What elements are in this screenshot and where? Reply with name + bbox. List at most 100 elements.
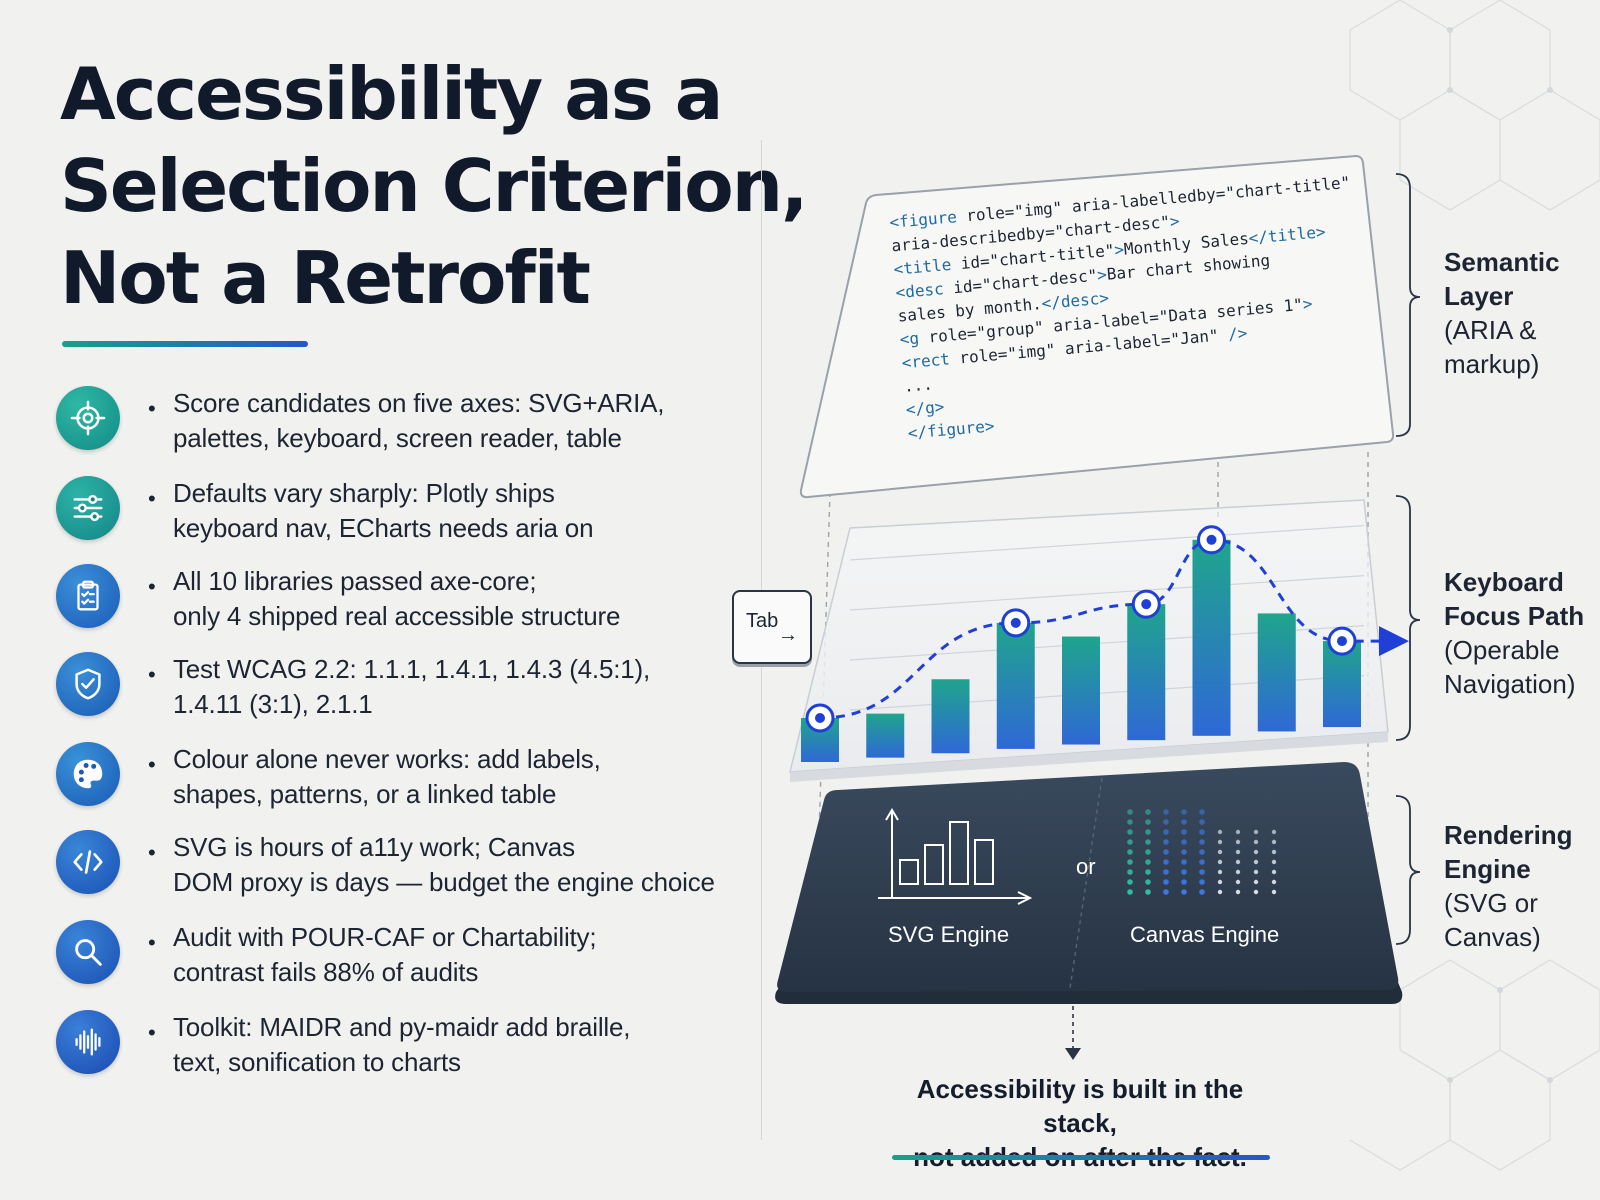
canvas-dot [1253,829,1259,835]
canvas-dot [1127,839,1133,845]
canvas-dot [1181,809,1187,815]
focus-ring-center [1010,617,1021,628]
canvas-dot [1145,849,1151,855]
engine-slab [777,762,1399,992]
title-line: Accessibility as a [60,52,723,136]
footer-underline [892,1155,1270,1160]
bullet-item: • SVG is hours of a11y work; Canvas DOM p… [56,830,736,900]
canvas-dot [1199,859,1205,865]
canvas-dot [1271,829,1277,835]
canvas-dot [1235,889,1241,895]
canvas-dot [1217,889,1223,895]
bullet-text: Test WCAG 2.2: 1.1.1, 1.4.1, 1.4.3 (4.5:… [173,654,650,719]
canvas-dot [1235,859,1241,865]
canvas-dot [1181,859,1187,865]
bullet-marker: • [148,574,156,599]
canvas-dot [1235,879,1241,885]
canvas-dot [1253,839,1259,845]
bullet-marker: • [148,1020,156,1045]
canvas-dot [1163,879,1169,885]
chart-bars [801,539,1361,762]
canvas-dot [1181,829,1187,835]
waveform-icon [56,1010,120,1074]
title-underline [62,341,308,347]
canvas-dot [1217,839,1223,845]
bullet-item: • Defaults vary sharply: Plotly ships key… [56,476,736,546]
bullet-item: • Score candidates on five axes: SVG+ARI… [56,386,736,456]
bullet-item: • All 10 libraries passed axe-core; only … [56,564,736,634]
canvas-dot [1253,879,1259,885]
canvas-dot [1199,839,1205,845]
canvas-dot [1217,829,1223,835]
canvas-dot [1145,809,1151,815]
canvas-dot [1145,889,1151,895]
chart-bar [996,622,1035,749]
canvas-dot [1271,889,1277,895]
chart-bar [1127,604,1166,741]
canvas-dot [1217,859,1223,865]
canvas-dot [1127,819,1133,825]
chart-bar [1257,613,1296,732]
chart-bar [1062,636,1100,745]
tab-key-label: Tab [746,610,779,632]
magnifier-icon [56,920,120,984]
bullet-marker: • [148,662,156,687]
canvas-dot [1181,819,1187,825]
engine-or-label: or [1076,854,1096,879]
canvas-dot [1217,869,1223,875]
canvas-dot [1199,879,1205,885]
bullet-text: Toolkit: MAIDR and py-maidr add braille,… [173,1012,631,1077]
bullet-text: Colour alone never works: add labels, sha… [173,744,601,809]
focus-ring-center [1206,534,1217,545]
palette-icon [56,742,120,806]
canvas-dot [1163,859,1169,865]
canvas-dot [1235,869,1241,875]
canvas-dot [1127,859,1133,865]
semantic-code-panel [799,154,1395,499]
canvas-dot [1271,869,1277,875]
keyboard-layer-label: Keyboard Focus Path (Operable Navigation… [1444,567,1585,699]
focus-ring-center [815,712,825,723]
svg-engine-chart [878,808,1033,905]
gridline [849,525,1365,561]
bullet-marker: • [148,486,156,511]
tab-arrow-icon: → [778,624,798,646]
canvas-dot [1145,839,1151,845]
bullet-item: • Toolkit: MAIDR and py-maidr add braill… [56,1010,736,1080]
bullet-text: Score candidates on five axes: SVG+ARIA,… [173,388,665,453]
canvas-dot [1199,889,1205,895]
bullet-text: Audit with POUR-CAF or Chartability; cont… [173,922,597,987]
bullet-item: • Test WCAG 2.2: 1.1.1, 1.4.1, 1.4.3 (4.… [56,652,736,722]
code-line: ... [903,374,933,395]
canvas-dot [1145,879,1151,885]
canvas-engine-label: Canvas Engine [1130,922,1279,947]
canvas-dot [1181,849,1187,855]
shield-check-icon [56,652,120,716]
canvas-dot [1253,889,1259,895]
svg-engine-label: SVG Engine [888,922,1009,947]
bullet-text: All 10 libraries passed axe-core; only 4 … [173,566,621,631]
canvas-dot [1253,849,1259,855]
rendering-layer-label: Rendering Engine (SVG or Canvas) [1444,820,1573,952]
canvas-dot [1127,809,1133,815]
chart-bar [1192,539,1231,736]
focus-ring-center [1141,599,1152,610]
canvas-dot [1145,869,1151,875]
canvas-engine-dots [1127,809,1277,895]
canvas-dot [1199,809,1205,815]
tab-key: Tab → [732,590,812,664]
title-line: Not a Retrofit [60,236,591,320]
canvas-dot [1163,869,1169,875]
canvas-dot [1127,869,1133,875]
canvas-dot [1199,869,1205,875]
canvas-dot [1163,839,1169,845]
bullet-item: • Colour alone never works: add labels, s… [56,742,736,812]
canvas-dot [1271,879,1277,885]
canvas-dot [1163,849,1169,855]
bullet-marker: • [148,396,156,421]
focus-ring-center [1337,636,1347,647]
canvas-dot [1163,829,1169,835]
canvas-dot [1163,889,1169,895]
canvas-dot [1163,819,1169,825]
canvas-dot [1199,849,1205,855]
